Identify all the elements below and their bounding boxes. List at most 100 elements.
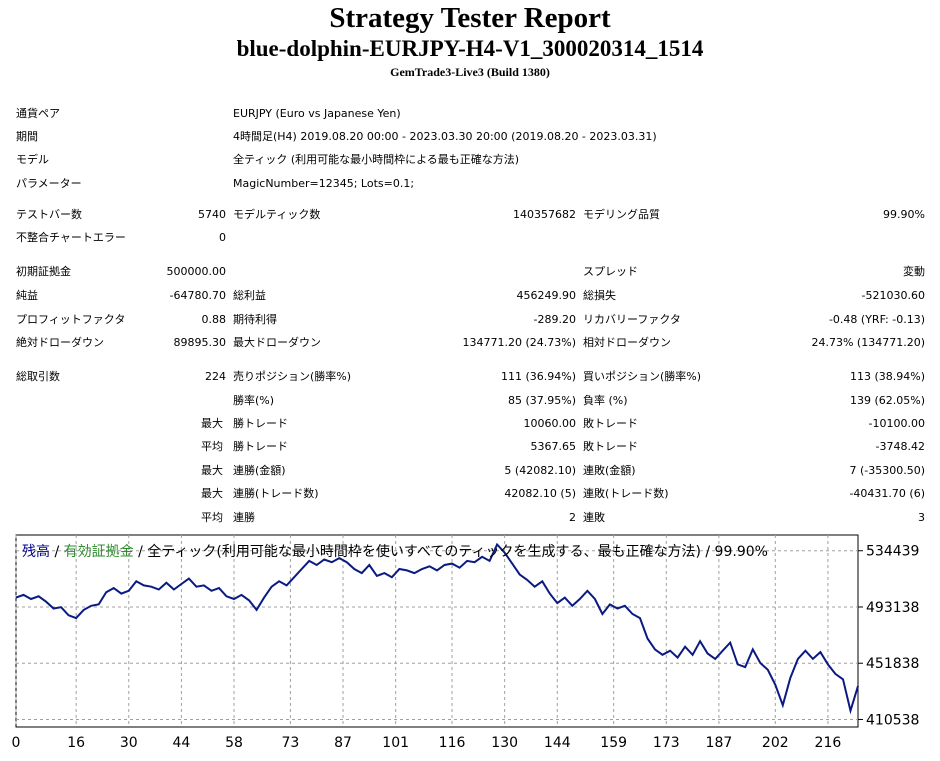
chart-grid [15,535,858,727]
legend-description: / 全ティック(利用可能な最小時間枠を使いすべてのティックを生成する、最も正確な… [133,544,768,560]
stat-label-avg-consec-wins: 連勝 [233,511,255,524]
settings-label-model: モデル [16,153,49,166]
legend-balance: 残高 [22,544,50,560]
stat-value-spread: 変動 [903,265,925,278]
stat-label-consec-wins-cnt: 連勝(トレード数) [233,487,319,500]
report-title: Strategy Tester Report [329,2,611,34]
stat-label-expected-payoff: 期待利得 [233,313,277,326]
stat-value-avg-loss: -3748.42 [875,440,925,453]
chart-y-tick-label: 410538 [866,712,919,728]
settings-value-parameters: MagicNumber=12345; Lots=0.1; [233,177,415,190]
stat-label-largest-win: 勝トレード [233,417,288,430]
stat-label-avg-win: 勝トレード [233,440,288,453]
stat-value-expected-payoff: -289.20 [533,313,576,326]
stat-label-abs-drawdown: 絶対ドローダウン [16,336,104,349]
stat-label-consec-losses-cnt: 連敗(トレード数) [583,487,669,500]
chart-y-tick-label: 493138 [866,600,919,616]
stat-label-gross-profit: 総利益 [233,289,266,302]
settings-label-parameters: パラメーター [16,177,82,190]
stat-value-rel-drawdown: 24.73% (134771.20) [811,336,925,349]
stat-label-consec-wins-amt: 連勝(金額) [233,464,286,477]
chart-legend: 残高 / 有効証拠金 / 全ティック(利用可能な最小時間枠を使いすべてのティック… [22,541,768,561]
chart-x-tick-label: 30 [120,735,138,751]
chart-y-tick-label: 451838 [866,656,919,672]
stat-label-loss-rate: 負率 (%) [583,394,628,407]
balance-chart-svg: 534439 493138 451838 410538 0 16 30 44 58 73 87 10… [12,534,919,751]
stat-label-max-drawdown: 最大ドローダウン [233,336,321,349]
settings-value-symbol: EURJPY (Euro vs Japanese Yen) [233,107,401,120]
stat-value-avg-consec-wins: 2 [569,511,576,524]
stat-prefix-consec-wins-cnt: 最大 [201,487,223,500]
chart-x-tick-label: 187 [706,735,733,751]
stat-value-loss-rate: 139 (62.05%) [849,394,925,407]
chart-x-tick-label: 130 [491,735,518,751]
stat-value-consec-losses-amt: 7 (-35300.50) [849,464,925,477]
chart-x-tick-label: 87 [334,735,352,751]
stat-value-model-quality: 99.90% [883,208,925,221]
report-build: GemTrade3-Live3 (Build 1380) [390,65,550,79]
stat-label-avg-loss: 敗トレード [583,440,638,453]
stat-label-net-profit: 純益 [16,289,38,302]
stat-label-total-trades: 総取引数 [16,370,60,383]
stat-value-short-positions: 111 (36.94%) [500,370,576,383]
chart-x-tick-label: 44 [172,735,190,751]
legend-equity: 有効証拠金 [63,544,134,560]
stat-label-initial-deposit: 初期証拠金 [16,265,71,278]
chart-x-ticks: 0 16 30 44 58 73 87 101 116 130 144 159 173 187 202 216 [12,735,842,751]
stat-value-consec-wins-cnt: 42082.10 (5) [504,487,576,500]
stat-value-net-profit: -64780.70 [169,289,226,302]
chart-x-tick-label: 0 [12,735,21,751]
stat-value-recovery-factor: -0.48 (YRF: -0.13) [828,313,925,326]
stat-value-gross-loss: -521030.60 [861,289,925,302]
chart-x-tick-label: 202 [762,735,789,751]
stat-prefix-avg-consec-wins: 平均 [201,511,223,524]
chart-plot-frame [15,534,859,728]
stat-value-largest-loss: -10100.00 [868,417,925,430]
stat-value-long-positions: 113 (38.94%) [849,370,925,383]
stat-value-initial-deposit: 500000.00 [166,265,227,278]
stat-label-short-positions: 売りポジション(勝率%) [233,370,352,383]
stat-value-abs-drawdown: 89895.30 [173,336,227,349]
stat-prefix-consec-wins-amt: 最大 [201,464,223,477]
chart-series-line [15,542,859,715]
chart-x-tick-label: 144 [544,735,571,751]
settings-label-symbol: 通貨ペア [16,107,60,120]
chart-x-tick-label: 73 [281,735,299,751]
stat-value-gross-profit: 456249.90 [516,289,577,302]
stat-label-win-rate: 勝率(%) [233,394,275,407]
settings-value-model: 全ティック (利用可能な最小時間枠による最も正確な方法) [233,153,520,166]
legend-separator: / [50,544,64,560]
stat-label-model-ticks: モデルティック数 [233,208,321,221]
stat-value-max-drawdown: 134771.20 (24.73%) [462,336,576,349]
stat-value-avg-consec-losses: 3 [918,511,925,524]
chart-x-tick-label: 159 [600,735,627,751]
chart-y-ticks: 534439 493138 451838 410538 [858,544,919,728]
stat-label-rel-drawdown: 相対ドローダウン [583,336,671,349]
stat-label-long-positions: 買いポジション(勝率%) [583,370,702,383]
chart-x-tick-label: 16 [67,735,85,751]
chart-x-tick-label: 173 [653,735,680,751]
chart-x-tick-label: 101 [382,735,409,751]
stat-label-consec-losses-amt: 連敗(金額) [583,464,636,477]
stat-label-spread: スプレッド [583,265,638,278]
stat-prefix-avg-win: 平均 [201,440,223,453]
chart-x-tick-label: 116 [439,735,466,751]
chart-x-tick-label: 58 [225,735,243,751]
stat-label-model-quality: モデリング品質 [583,208,660,221]
stat-value-test-bars: 5740 [198,208,226,221]
stat-value-consec-losses-cnt: -40431.70 (6) [849,487,925,500]
stat-value-total-trades: 224 [205,370,226,383]
stat-prefix-largest-win: 最大 [201,417,223,430]
stat-label-test-bars: テストバー数 [16,208,82,221]
stat-label-gross-loss: 総損失 [583,289,616,302]
stat-label-profit-factor: プロフィットファクタ [16,313,126,326]
stat-label-largest-loss: 敗トレード [583,417,638,430]
stat-value-avg-win: 5367.65 [530,440,577,453]
stat-label-recovery-factor: リカバリーファクタ [583,313,681,326]
chart-y-tick-label: 534439 [866,544,919,560]
report-subtitle: blue-dolphin-EURJPY-H4-V1_300020314_1514 [236,36,704,61]
stat-label-mismatch-errors: 不整合チャートエラー [16,231,126,244]
stat-value-profit-factor: 0.88 [201,313,227,326]
settings-label-period: 期間 [16,130,38,143]
stat-value-model-ticks: 140357682 [513,208,576,221]
